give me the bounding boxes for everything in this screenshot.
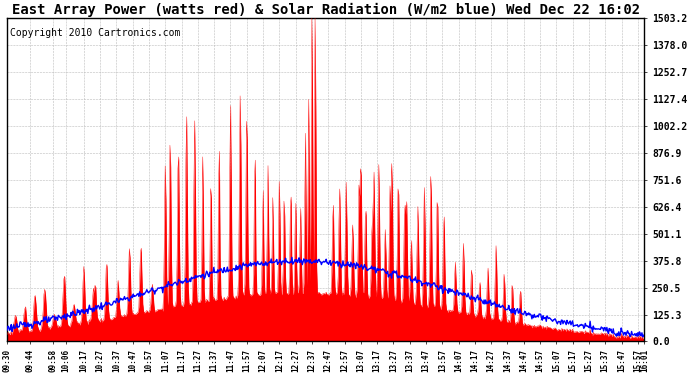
Text: Copyright 2010 Cartronics.com: Copyright 2010 Cartronics.com bbox=[10, 28, 181, 38]
Title: East Array Power (watts red) & Solar Radiation (W/m2 blue) Wed Dec 22 16:02: East Array Power (watts red) & Solar Rad… bbox=[12, 3, 640, 17]
